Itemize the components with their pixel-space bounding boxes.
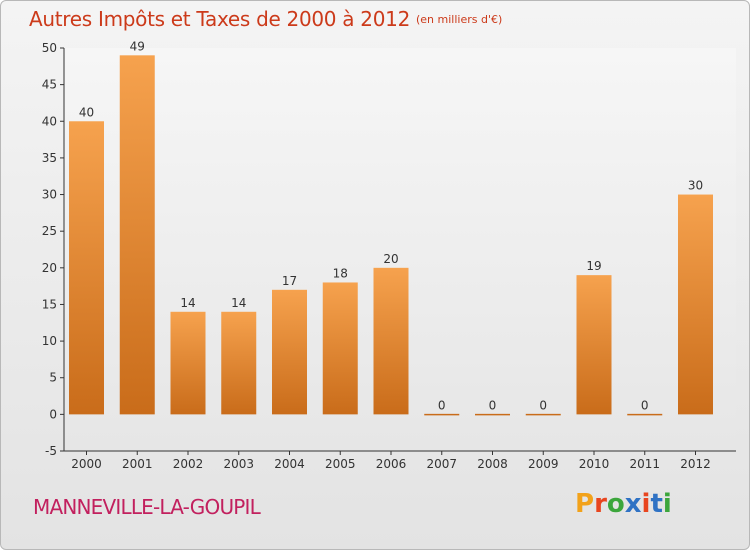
bar-2010 [576,275,612,415]
logo-letter: t [650,489,663,519]
logo-letter: r [594,489,607,519]
y-tick-label: 20 [42,261,57,275]
x-tick-label-2002: 2002 [173,457,204,471]
y-tick-label: 50 [42,41,57,55]
data-label-2010: 19 [586,259,601,273]
bars: 40 49 14 14 17 18 20 0 0 0 19 0 30 [69,39,713,416]
y-tick-label: 45 [42,78,57,92]
data-label-2008: 0 [489,398,497,412]
data-label-2009: 0 [539,398,547,412]
chart-unit: (en milliers d'€) [416,13,503,26]
bar-2001 [119,55,155,415]
data-label-2002: 14 [180,296,195,310]
data-label-2012: 30 [688,179,703,193]
logo-letter: x [624,489,642,519]
data-label-2001: 49 [130,39,145,53]
bar-2004 [272,289,307,415]
bar-2007 [424,413,460,416]
bar-2003 [221,311,257,415]
bar-2002 [170,311,206,415]
x-tick-label-2001: 2001 [122,457,153,471]
x-tick-label-2006: 2006 [376,457,407,471]
proxiti-logo: Proxiti [575,489,672,519]
y-axis: -5 0 5 10 15 20 25 30 35 40 45 50 [42,41,65,458]
y-tick-label: 35 [42,151,57,165]
y-tick-label: 10 [42,334,57,348]
x-tick-label-2005: 2005 [325,457,356,471]
x-tick-label-2008: 2008 [477,457,508,471]
y-tick-label: 0 [49,407,57,421]
y-tick-label: 40 [42,114,57,128]
y-tick-label: 30 [42,188,57,202]
data-label-2011: 0 [641,398,649,412]
data-label-2007: 0 [438,398,446,412]
logo-letter: P [575,489,595,519]
x-tick-label-2012: 2012 [680,457,711,471]
x-tick-label-2007: 2007 [426,457,457,471]
commune-name: MANNEVILLE-LA-GOUPIL [33,495,261,519]
bar-2011 [627,413,663,416]
y-tick-label: 25 [42,224,57,238]
x-tick-label-2004: 2004 [274,457,305,471]
bar-2005 [322,282,358,415]
logo-letter: i [662,489,672,519]
x-tick-label-2009: 2009 [528,457,559,471]
y-tick-label: 5 [49,371,57,385]
x-tick-label-2010: 2010 [579,457,610,471]
logo-letter: o [606,489,625,519]
x-axis: 2000 2001 2002 2003 2004 2005 2006 2007 2008 2009… [64,450,736,471]
x-tick-label-2000: 2000 [71,457,102,471]
data-label-2004: 17 [282,274,297,288]
x-tick-label-2011: 2011 [629,457,660,471]
data-label-2003: 14 [231,296,246,310]
x-tick-label-2003: 2003 [223,457,254,471]
bar-2006 [373,267,409,415]
bar-2000 [69,121,104,415]
bar-2012 [678,194,713,415]
data-label-2005: 18 [333,266,348,280]
data-label-2006: 20 [383,252,398,266]
logo-letter: i [641,489,651,519]
bar-2008 [475,413,510,416]
data-label-2000: 40 [79,105,94,119]
y-tick-label: 15 [42,297,57,311]
bar-2009 [525,413,561,416]
y-tick-label: -5 [45,444,57,458]
chart-title: Autres Impôts et Taxes de 2000 à 2012 (en… [29,7,503,31]
